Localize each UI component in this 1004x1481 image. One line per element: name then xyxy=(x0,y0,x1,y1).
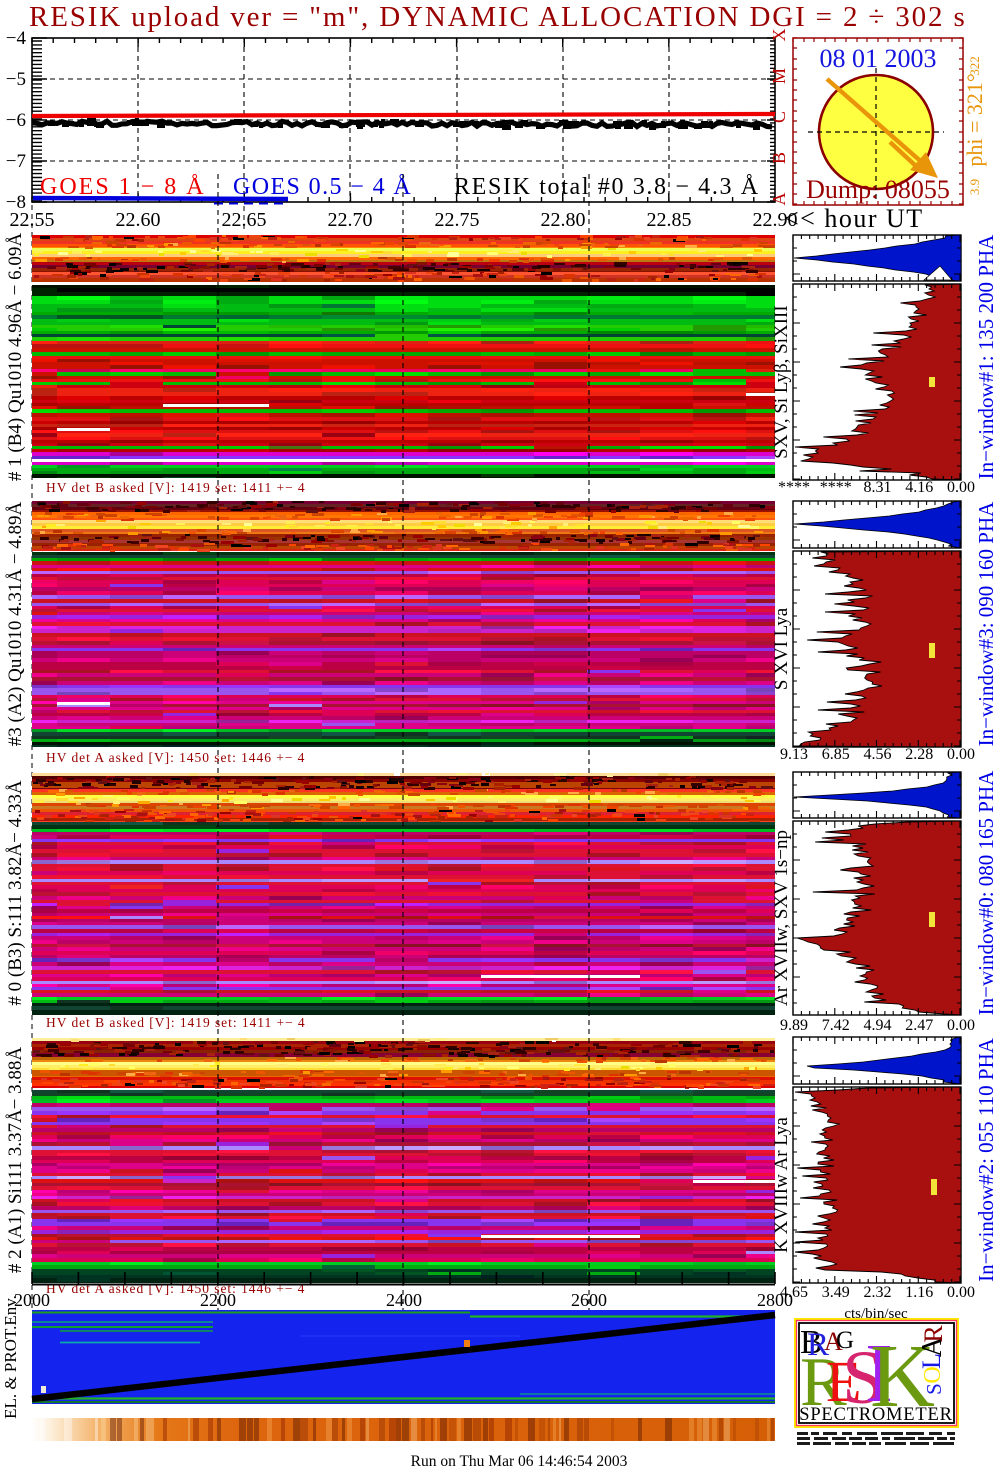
svg-text:In−window#3: 090 160 PHA: In−window#3: 090 160 PHA xyxy=(974,501,998,746)
svg-text:# 2 (A1) Si111 3.37Å− 3.88Å: # 2 (A1) Si111 3.37Å− 3.88Å xyxy=(5,1047,26,1273)
svg-text:G: G xyxy=(836,1327,854,1354)
svg-text:6.85: 6.85 xyxy=(822,746,850,763)
svg-text:<< hour UT: << hour UT xyxy=(784,204,924,233)
svg-text:−5: −5 xyxy=(6,69,26,90)
svg-text:322: 322 xyxy=(967,56,982,76)
svg-text:O: O xyxy=(920,1366,946,1383)
svg-text:22.75: 22.75 xyxy=(435,209,480,231)
svg-text:2200: 2200 xyxy=(200,1290,236,1310)
svg-text:K XVIIIw Ar Lya: K XVIIIw Ar Lya xyxy=(771,1117,792,1253)
svg-text:S: S xyxy=(922,1383,946,1395)
svg-text:0.00: 0.00 xyxy=(947,479,975,496)
svg-text:SPECTROMETER: SPECTROMETER xyxy=(799,1405,953,1425)
svg-text:In−window#2: 055 110 PHA: In−window#2: 055 110 PHA xyxy=(974,1037,998,1282)
svg-text:phi = 321°: phi = 321° xyxy=(962,73,987,166)
svg-text:0.00: 0.00 xyxy=(947,1284,975,1301)
svg-text:# 0 (B3) S:111 3.82Å− 4.33Å: # 0 (B3) S:111 3.82Å− 4.33Å xyxy=(5,780,26,1005)
svg-text:22.70: 22.70 xyxy=(328,209,373,231)
svg-text:A: A xyxy=(917,1336,948,1357)
svg-text:2.47: 2.47 xyxy=(905,1017,933,1034)
svg-text:HV det B asked [V]: 1419 set:: HV det B asked [V]: 1419 set: 1411 +− 4 xyxy=(46,480,306,495)
svg-text:#3 (A2) Qu1010 4.31Å − 4.89Å: #3 (A2) Qu1010 4.31Å − 4.89Å xyxy=(5,501,26,746)
svg-text:SXV, Si Lyβ, SiXIII: SXV, Si Lyβ, SiXIII xyxy=(771,305,792,458)
svg-text:B: B xyxy=(769,152,789,164)
svg-text:4.65: 4.65 xyxy=(780,1284,808,1301)
svg-text:HV det B asked [V]: 1419 set:: HV det B asked [V]: 1419 set: 1411 +− 4 xyxy=(46,1015,306,1030)
svg-text:L: L xyxy=(917,1353,946,1369)
svg-text:Ar XVIIw, SXV 1s−np: Ar XVIIw, SXV 1s−np xyxy=(771,830,792,1006)
svg-text:22.60: 22.60 xyxy=(116,209,161,231)
svg-text:2600: 2600 xyxy=(571,1290,607,1310)
svg-text:****: **** xyxy=(778,479,810,496)
svg-text:****: **** xyxy=(820,479,852,496)
svg-text:2400: 2400 xyxy=(386,1290,422,1310)
svg-text:EL. & PROT.Env.: EL. & PROT.Env. xyxy=(1,1295,20,1419)
svg-text:B: B xyxy=(800,1324,823,1361)
svg-text:08 01 2003: 08 01 2003 xyxy=(820,44,937,73)
svg-text:2000: 2000 xyxy=(14,1290,50,1310)
svg-text:−4: −4 xyxy=(6,28,27,49)
svg-text:2.28: 2.28 xyxy=(905,746,933,763)
svg-text:A: A xyxy=(824,1327,843,1356)
svg-text:−6: −6 xyxy=(6,110,26,131)
svg-text:R: R xyxy=(807,1327,829,1363)
svg-text:GOES 1 − 8 Å: GOES 1 − 8 Å xyxy=(40,174,206,200)
svg-text:I: I xyxy=(865,1327,893,1420)
svg-text:M: M xyxy=(769,68,789,84)
svg-text:HV det A asked [V]: 1450 set:: HV det A asked [V]: 1450 set: 1446 +− 4 xyxy=(46,1281,305,1296)
svg-text:4.94: 4.94 xyxy=(864,1017,892,1034)
svg-text:2.32: 2.32 xyxy=(864,1284,892,1301)
svg-text:9.13: 9.13 xyxy=(780,746,808,763)
svg-text:22.85: 22.85 xyxy=(647,209,692,231)
svg-text:1.16: 1.16 xyxy=(905,1284,933,1301)
svg-text:GOES 0.5 − 4 Å: GOES 0.5 − 4 Å xyxy=(233,174,412,200)
svg-text:X: X xyxy=(769,29,789,42)
svg-text:3.49: 3.49 xyxy=(822,1284,850,1301)
svg-text:R: R xyxy=(919,1325,948,1343)
svg-text:In−window#1: 135 200 PHA: In−window#1: 135 200 PHA xyxy=(974,234,998,479)
svg-text:8.31: 8.31 xyxy=(864,479,892,496)
svg-text:In−window#0: 080 165 PHA: In−window#0: 080 165 PHA xyxy=(974,770,998,1015)
svg-text:−8: −8 xyxy=(6,192,26,213)
svg-text:2800: 2800 xyxy=(757,1290,793,1310)
svg-text:# 1 (B4) Qu1010 4.96Å − 6.09Å: # 1 (B4) Qu1010 4.96Å − 6.09Å xyxy=(5,233,26,481)
svg-text:R: R xyxy=(800,1344,847,1421)
svg-text:7.42: 7.42 xyxy=(822,1017,850,1034)
svg-text:RESIK upload ver = "m", DYNAMI: RESIK upload ver = "m", DYNAMIC ALLOCATI… xyxy=(29,1,967,33)
svg-text:22.80: 22.80 xyxy=(541,209,586,231)
svg-text:Dump: 08055: Dump: 08055 xyxy=(806,175,950,204)
svg-text:−7: −7 xyxy=(6,151,26,172)
svg-text:Run on Thu Mar 06 14:46:54 200: Run on Thu Mar 06 14:46:54 2003 xyxy=(411,1453,628,1470)
svg-text:9.89: 9.89 xyxy=(780,1017,808,1034)
svg-text:E: E xyxy=(826,1349,861,1414)
svg-text:K: K xyxy=(870,1327,935,1426)
svg-text:22.55: 22.55 xyxy=(10,209,55,231)
svg-text:S XVI Lya: S XVI Lya xyxy=(771,607,792,690)
svg-text:3.9: 3.9 xyxy=(967,179,982,195)
svg-text:HV det A asked [V]: 1450 set:: HV det A asked [V]: 1450 set: 1446 +− 4 xyxy=(46,750,305,765)
svg-text:S: S xyxy=(842,1336,884,1420)
svg-text:0.00: 0.00 xyxy=(947,746,975,763)
svg-text:RESIK total #0 3.8 − 4.3 Å: RESIK total #0 3.8 − 4.3 Å xyxy=(454,174,760,200)
svg-text:0.00: 0.00 xyxy=(947,1017,975,1034)
svg-text:A: A xyxy=(769,193,789,206)
svg-text:4.16: 4.16 xyxy=(905,479,933,496)
svg-text:22.90: 22.90 xyxy=(753,209,798,231)
svg-text:4.56: 4.56 xyxy=(864,746,892,763)
